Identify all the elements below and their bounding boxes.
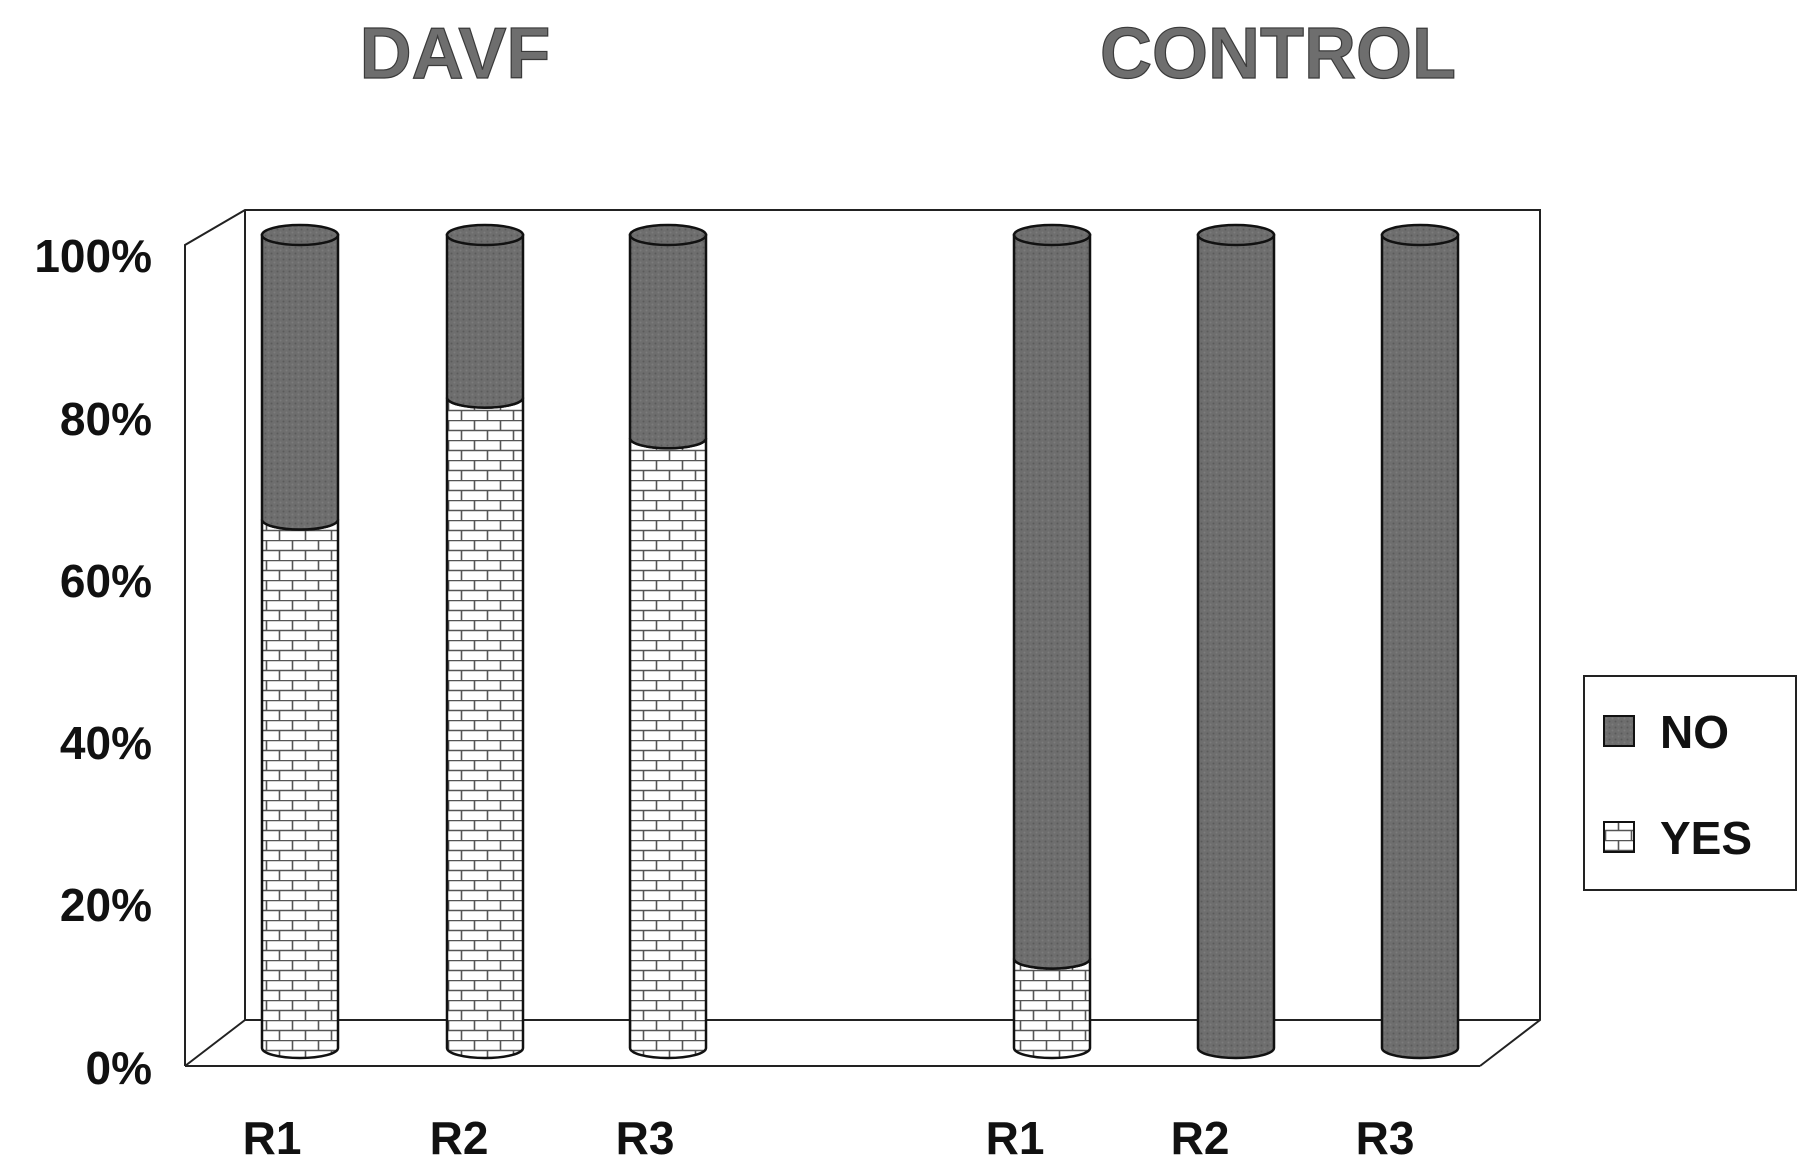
bar-segment-no bbox=[628, 233, 708, 450]
bar-cylinder bbox=[1012, 223, 1092, 1060]
legend-label-no: NO bbox=[1660, 706, 1729, 758]
bar-segment-yes bbox=[445, 397, 525, 1060]
bar-segment-no bbox=[445, 233, 525, 409]
legend-box bbox=[1583, 675, 1797, 891]
bar-top-cap bbox=[445, 223, 525, 247]
y-tick-label: 60% bbox=[60, 555, 152, 607]
legend-swatch-yes bbox=[1603, 821, 1635, 853]
bars bbox=[260, 223, 1460, 1060]
bar-segment-no bbox=[1196, 233, 1276, 1060]
bar-segment-yes bbox=[260, 519, 340, 1060]
y-tick-label: 80% bbox=[60, 393, 152, 445]
x-category-label: R1 bbox=[986, 1112, 1045, 1164]
bar-segment-yes bbox=[1012, 958, 1092, 1060]
legend-label-yes: YES bbox=[1660, 812, 1752, 864]
y-tick-label: 20% bbox=[60, 879, 152, 931]
bar-cylinder bbox=[260, 223, 340, 1060]
bar-segment-no bbox=[260, 233, 340, 531]
x-category-label: R3 bbox=[1356, 1112, 1415, 1164]
bar-segment-no bbox=[1012, 233, 1092, 970]
bar-top-cap bbox=[1380, 223, 1460, 247]
x-axis: R1 R2 R3 R1 R2 R3 bbox=[243, 1112, 1415, 1164]
bar-top-cap bbox=[260, 223, 340, 247]
y-tick-label: 0% bbox=[86, 1042, 152, 1094]
legend-swatch-no bbox=[1603, 715, 1635, 747]
y-tick-label: 100% bbox=[34, 230, 152, 282]
x-category-label: R1 bbox=[243, 1112, 302, 1164]
group-title-control: CONTROL bbox=[1100, 14, 1456, 94]
bar-top-cap bbox=[1196, 223, 1276, 247]
bar-top-cap bbox=[628, 223, 708, 247]
legend: NO YES bbox=[1583, 675, 1797, 891]
x-category-label: R2 bbox=[430, 1112, 489, 1164]
y-axis: 0% 20% 40% 60% 80% 100% bbox=[34, 230, 152, 1094]
bar-segment-no bbox=[1380, 233, 1460, 1060]
y-tick-label: 40% bbox=[60, 717, 152, 769]
bar-top-cap bbox=[1012, 223, 1092, 247]
bar-cylinder bbox=[628, 223, 708, 1060]
plot-frame bbox=[184, 209, 1541, 1067]
bar-cylinder bbox=[1196, 223, 1276, 1060]
bar-cylinder bbox=[445, 223, 525, 1060]
x-category-label: R2 bbox=[1171, 1112, 1230, 1164]
x-category-label: R3 bbox=[616, 1112, 675, 1164]
bar-segment-yes bbox=[628, 437, 708, 1060]
bar-cylinder bbox=[1380, 223, 1460, 1060]
group-title-davf: DAVF bbox=[360, 14, 551, 94]
